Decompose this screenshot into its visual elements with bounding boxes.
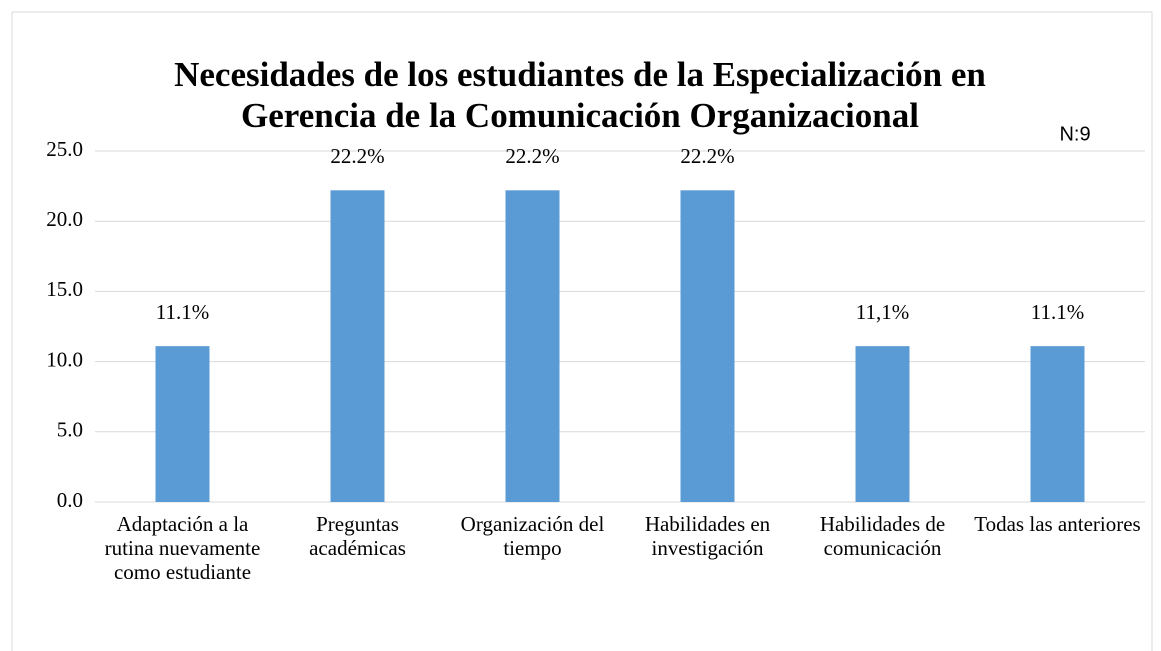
x-tick-label: Organización del tiempo [460, 512, 605, 560]
bar [855, 346, 910, 502]
y-tick-label: 25.0 [46, 137, 83, 161]
chart-title: Gerencia de la Comunicación Organizacion… [241, 96, 919, 135]
y-tick-label: 10.0 [46, 347, 83, 371]
x-tick-label: Todas las anteriores [974, 512, 1141, 536]
value-label: 22.2% [505, 144, 559, 168]
bar [505, 190, 560, 502]
value-label: 11,1% [856, 300, 909, 324]
value-label: 11.1% [1031, 300, 1084, 324]
bar [155, 346, 210, 502]
y-tick-label: 0.0 [57, 488, 83, 512]
value-label: 22.2% [330, 144, 384, 168]
chart-frame [11, 11, 1153, 651]
x-tick-label: Preguntas académicas [309, 512, 406, 560]
bar [1030, 346, 1085, 502]
value-label: 22.2% [680, 144, 734, 168]
x-tick-label: Habilidades en investigación [644, 512, 771, 560]
value-label: 11.1% [156, 300, 209, 324]
x-tick-label: Adaptación a la rutina nuevamente como e… [104, 512, 261, 584]
bar [680, 190, 735, 502]
annotation: N:9 [1059, 123, 1090, 145]
bar [330, 190, 385, 502]
y-tick-label: 20.0 [46, 207, 83, 231]
x-tick-label: Habilidades de comunicación [819, 512, 946, 560]
y-tick-label: 15.0 [46, 277, 83, 301]
chart-title: Necesidades de los estudiantes de la Esp… [174, 55, 986, 94]
y-tick-label: 5.0 [57, 418, 83, 442]
